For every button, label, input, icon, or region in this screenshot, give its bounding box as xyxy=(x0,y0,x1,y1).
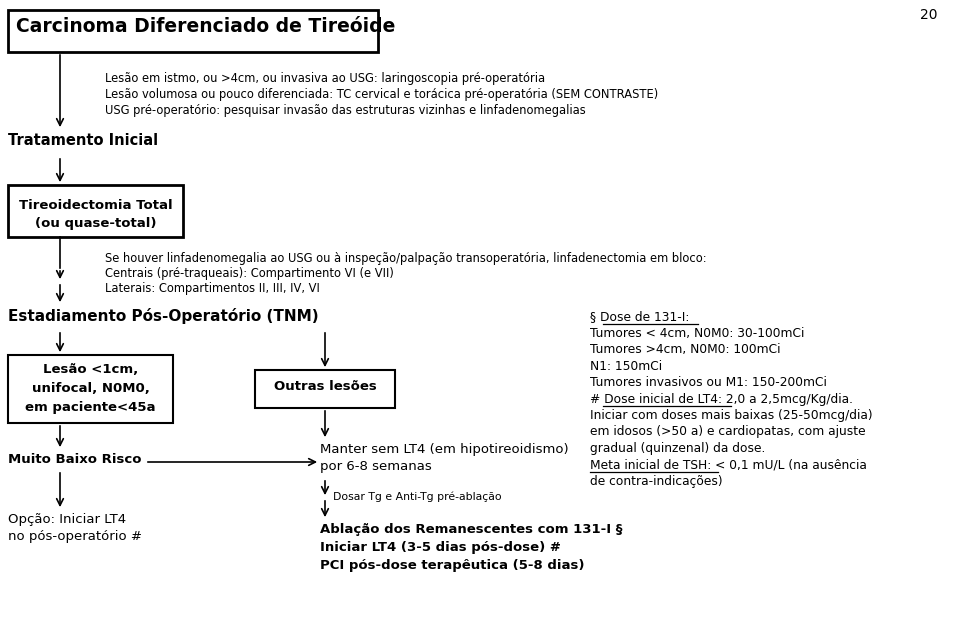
Text: Muito Baixo Risco: Muito Baixo Risco xyxy=(8,453,141,466)
Text: Tireoidectomia Total: Tireoidectomia Total xyxy=(18,199,172,212)
Text: Outras lesões: Outras lesões xyxy=(274,380,376,393)
Text: Centrais (pré-traqueais): Compartimento VI (e VII): Centrais (pré-traqueais): Compartimento … xyxy=(105,267,394,280)
Text: (ou quase-total): (ou quase-total) xyxy=(35,217,156,230)
Text: por 6-8 semanas: por 6-8 semanas xyxy=(320,460,432,473)
Text: Iniciar com doses mais baixas (25-50mcg/dia): Iniciar com doses mais baixas (25-50mcg/… xyxy=(590,409,873,422)
Text: unifocal, N0M0,: unifocal, N0M0, xyxy=(32,382,150,395)
Text: Tumores < 4cm, N0M0: 30-100mCi: Tumores < 4cm, N0M0: 30-100mCi xyxy=(590,327,804,339)
Text: no pós-operatório #: no pós-operatório # xyxy=(8,530,142,543)
Text: em idosos (>50 a) e cardiopatas, com ajuste: em idosos (>50 a) e cardiopatas, com aju… xyxy=(590,426,866,438)
Text: Se houver linfadenomegalia ao USG ou à inspeção/palpação transoperatória, linfad: Se houver linfadenomegalia ao USG ou à i… xyxy=(105,252,707,265)
FancyBboxPatch shape xyxy=(8,10,378,52)
FancyBboxPatch shape xyxy=(8,355,173,423)
Text: N1: 150mCi: N1: 150mCi xyxy=(590,360,662,373)
Text: Carcinoma Diferenciado de Tireóide: Carcinoma Diferenciado de Tireóide xyxy=(16,17,396,36)
Text: Lesão volumosa ou pouco diferenciada: TC cervical e torácica pré-operatória (SEM: Lesão volumosa ou pouco diferenciada: TC… xyxy=(105,88,659,101)
FancyBboxPatch shape xyxy=(8,185,183,237)
Text: # Dose inicial de LT4: 2,0 a 2,5mcg/Kg/dia.: # Dose inicial de LT4: 2,0 a 2,5mcg/Kg/d… xyxy=(590,392,853,406)
Text: § Dose de 131-I:: § Dose de 131-I: xyxy=(590,310,689,323)
Text: de contra-indicações): de contra-indicações) xyxy=(590,475,723,488)
Text: Estadiamento Pós-Operatório (TNM): Estadiamento Pós-Operatório (TNM) xyxy=(8,308,319,324)
Text: Manter sem LT4 (em hipotireoidismo): Manter sem LT4 (em hipotireoidismo) xyxy=(320,443,568,456)
Text: Tumores >4cm, N0M0: 100mCi: Tumores >4cm, N0M0: 100mCi xyxy=(590,343,780,356)
Text: Iniciar LT4 (3-5 dias pós-dose) #: Iniciar LT4 (3-5 dias pós-dose) # xyxy=(320,541,561,554)
FancyBboxPatch shape xyxy=(255,370,395,408)
Text: Dosar Tg e Anti-Tg pré-ablação: Dosar Tg e Anti-Tg pré-ablação xyxy=(333,492,502,502)
Text: em paciente<45a: em paciente<45a xyxy=(25,401,156,414)
Text: Tumores invasivos ou M1: 150-200mCi: Tumores invasivos ou M1: 150-200mCi xyxy=(590,376,827,389)
Text: USG pré-operatório: pesquisar invasão das estruturas vizinhas e linfadenomegalia: USG pré-operatório: pesquisar invasão da… xyxy=(105,104,586,117)
Text: Lesão em istmo, ou >4cm, ou invasiva ao USG: laringoscopia pré-operatória: Lesão em istmo, ou >4cm, ou invasiva ao … xyxy=(105,72,545,85)
Text: Opção: Iniciar LT4: Opção: Iniciar LT4 xyxy=(8,513,126,526)
Text: PCI pós-dose terapêutica (5-8 dias): PCI pós-dose terapêutica (5-8 dias) xyxy=(320,559,585,572)
Text: Meta inicial de TSH: < 0,1 mU/L (na ausência: Meta inicial de TSH: < 0,1 mU/L (na ausê… xyxy=(590,459,867,472)
Text: Laterais: Compartimentos II, III, IV, VI: Laterais: Compartimentos II, III, IV, VI xyxy=(105,282,320,295)
Text: Lesão <1cm,: Lesão <1cm, xyxy=(43,363,138,376)
Text: Ablação dos Remanescentes com 131-I §: Ablação dos Remanescentes com 131-I § xyxy=(320,523,622,536)
Text: 20: 20 xyxy=(920,8,938,22)
Text: Tratamento Inicial: Tratamento Inicial xyxy=(8,133,158,148)
Text: gradual (quinzenal) da dose.: gradual (quinzenal) da dose. xyxy=(590,442,765,455)
